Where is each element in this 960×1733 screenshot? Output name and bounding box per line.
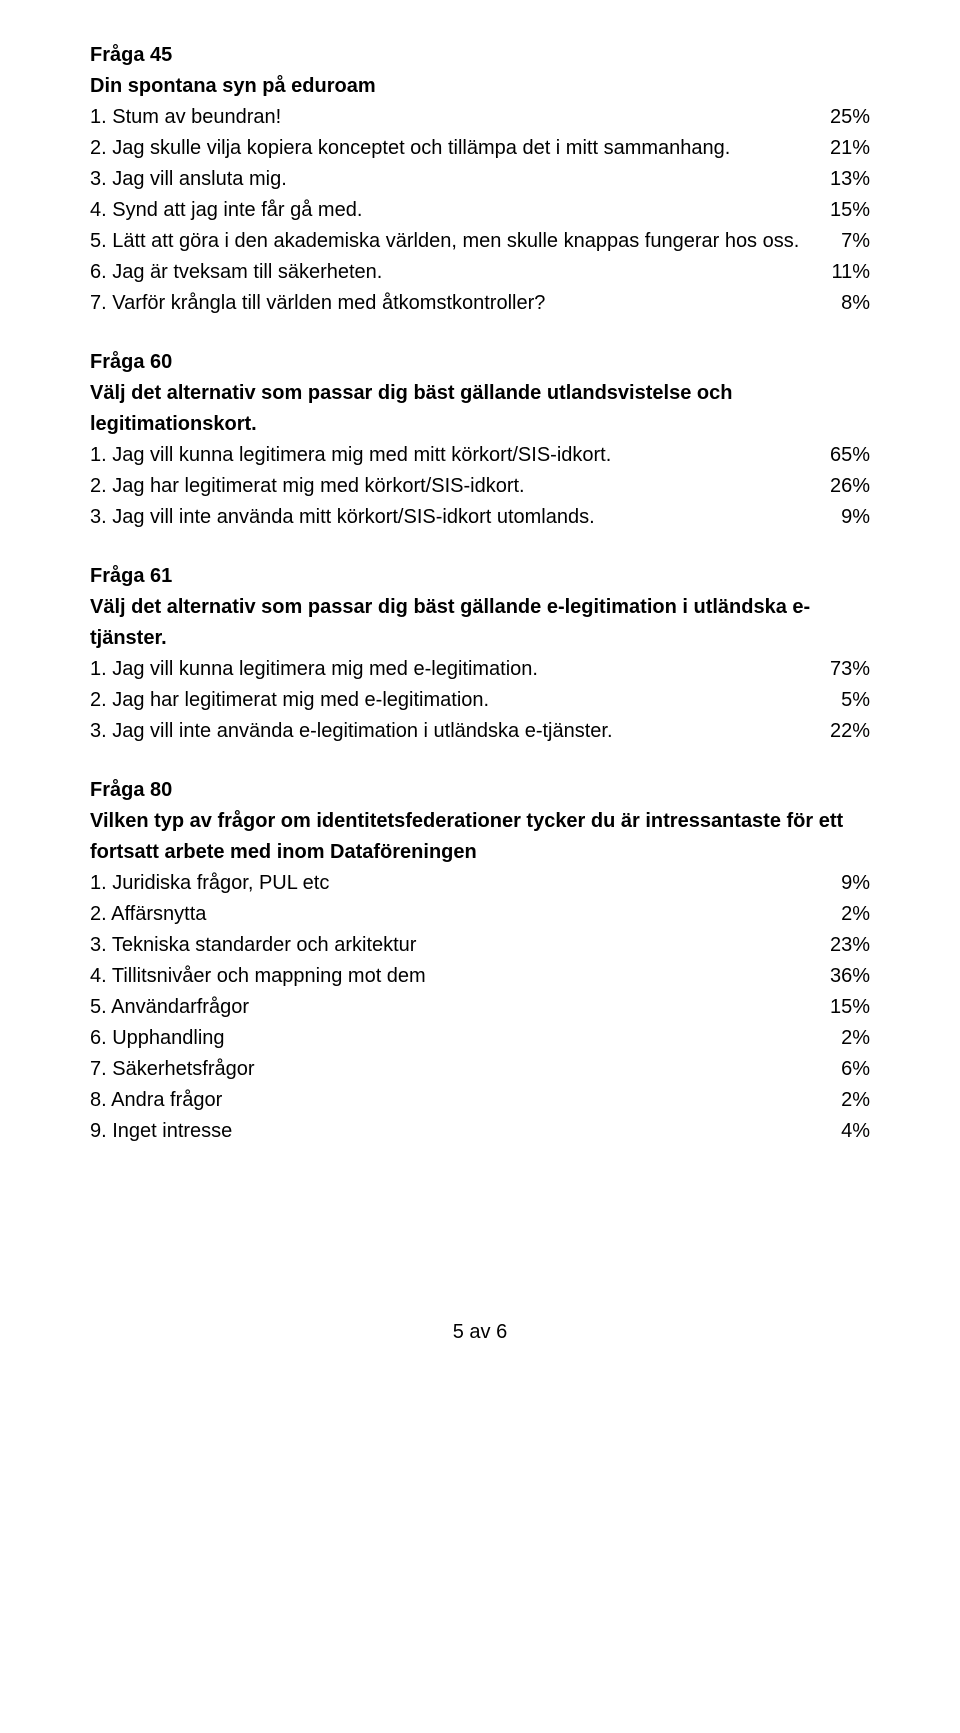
answer-value: 2% (841, 1085, 870, 1116)
question-61: Fråga 61 Välj det alternativ som passar … (90, 561, 870, 747)
question-45: Fråga 45 Din spontana syn på eduroam 1. … (90, 40, 870, 319)
answer-value: 65% (830, 440, 870, 471)
answer-label: 4. Synd att jag inte får gå med. (90, 195, 830, 226)
answer-row: 2. Affärsnytta 2% (90, 899, 870, 930)
answer-row: 6. Upphandling 2% (90, 1023, 870, 1054)
document-page: Fråga 45 Din spontana syn på eduroam 1. … (0, 0, 960, 1388)
answer-row: 8. Andra frågor 2% (90, 1085, 870, 1116)
answer-row: 4. Tillitsnivåer och mappning mot dem 36… (90, 961, 870, 992)
answer-row: 1. Jag vill kunna legitimera mig med mit… (90, 440, 870, 471)
answer-label: 1. Juridiska frågor, PUL etc (90, 868, 841, 899)
answer-row: 5. Användarfrågor 15% (90, 992, 870, 1023)
page-footer: 5 av 6 (90, 1317, 870, 1348)
answer-value: 13% (830, 164, 870, 195)
answer-row: 7. Varför krångla till världen med åtkom… (90, 288, 870, 319)
question-title: Din spontana syn på eduroam (90, 71, 870, 102)
answer-label: 2. Jag har legitimerat mig med körkort/S… (90, 471, 830, 502)
answer-label: 5. Användarfrågor (90, 992, 830, 1023)
answer-label: 1. Jag vill kunna legitimera mig med e-l… (90, 654, 830, 685)
answer-value: 73% (830, 654, 870, 685)
answer-value: 36% (830, 961, 870, 992)
answer-value: 25% (830, 102, 870, 133)
answer-value: 15% (830, 195, 870, 226)
answer-row: 3. Jag vill inte använda e-legitimation … (90, 716, 870, 747)
answer-row: 2. Jag har legitimerat mig med e-legitim… (90, 685, 870, 716)
question-80: Fråga 80 Vilken typ av frågor om identit… (90, 775, 870, 1147)
answer-label: 7. Varför krångla till världen med åtkom… (90, 288, 841, 319)
answer-row: 6. Jag är tveksam till säkerheten. 11% (90, 257, 870, 288)
answer-row: 5. Lätt att göra i den akademiska världe… (90, 226, 870, 257)
answer-value: 4% (841, 1116, 870, 1147)
question-number: Fråga 45 (90, 40, 870, 71)
answer-value: 11% (831, 257, 870, 288)
answer-row: 1. Stum av beundran! 25% (90, 102, 870, 133)
answer-label: 4. Tillitsnivåer och mappning mot dem (90, 961, 830, 992)
answer-label: 7. Säkerhetsfrågor (90, 1054, 841, 1085)
answer-label: 2. Jag skulle vilja kopiera konceptet oc… (90, 133, 830, 164)
answer-row: 9. Inget intresse 4% (90, 1116, 870, 1147)
question-60: Fråga 60 Välj det alternativ som passar … (90, 347, 870, 533)
answer-value: 5% (841, 685, 870, 716)
answer-value: 21% (830, 133, 870, 164)
answer-row: 3. Tekniska standarder och arkitektur 23… (90, 930, 870, 961)
answer-label: 1. Jag vill kunna legitimera mig med mit… (90, 440, 830, 471)
answer-value: 22% (830, 716, 870, 747)
answer-label: 3. Jag vill inte använda e-legitimation … (90, 716, 830, 747)
answer-label: 6. Upphandling (90, 1023, 841, 1054)
answer-value: 2% (841, 1023, 870, 1054)
question-title: Välj det alternativ som passar dig bäst … (90, 378, 870, 440)
answer-label: 2. Jag har legitimerat mig med e-legitim… (90, 685, 841, 716)
answer-row: 2. Jag har legitimerat mig med körkort/S… (90, 471, 870, 502)
answer-row: 3. Jag vill inte använda mitt körkort/SI… (90, 502, 870, 533)
answer-row: 2. Jag skulle vilja kopiera konceptet oc… (90, 133, 870, 164)
answer-value: 9% (841, 868, 870, 899)
answer-label: 1. Stum av beundran! (90, 102, 830, 133)
answer-value: 8% (841, 288, 870, 319)
question-number: Fråga 61 (90, 561, 870, 592)
answer-label: 3. Jag vill ansluta mig. (90, 164, 830, 195)
question-title: Vilken typ av frågor om identitetsfedera… (90, 806, 870, 868)
answer-value: 6% (841, 1054, 870, 1085)
answer-value: 7% (841, 226, 870, 257)
answer-row: 3. Jag vill ansluta mig. 13% (90, 164, 870, 195)
answer-value: 9% (841, 502, 870, 533)
answer-value: 26% (830, 471, 870, 502)
answer-row: 4. Synd att jag inte får gå med. 15% (90, 195, 870, 226)
answer-row: 1. Jag vill kunna legitimera mig med e-l… (90, 654, 870, 685)
answer-label: 2. Affärsnytta (90, 899, 841, 930)
answer-label: 6. Jag är tveksam till säkerheten. (90, 257, 831, 288)
answer-value: 2% (841, 899, 870, 930)
question-number: Fråga 80 (90, 775, 870, 806)
answer-label: 9. Inget intresse (90, 1116, 841, 1147)
answer-row: 7. Säkerhetsfrågor 6% (90, 1054, 870, 1085)
answer-label: 3. Jag vill inte använda mitt körkort/SI… (90, 502, 841, 533)
question-title: Välj det alternativ som passar dig bäst … (90, 592, 870, 654)
answer-value: 23% (830, 930, 870, 961)
answer-label: 5. Lätt att göra i den akademiska världe… (90, 226, 841, 257)
answer-row: 1. Juridiska frågor, PUL etc 9% (90, 868, 870, 899)
answer-label: 8. Andra frågor (90, 1085, 841, 1116)
question-number: Fråga 60 (90, 347, 870, 378)
answer-value: 15% (830, 992, 870, 1023)
answer-label: 3. Tekniska standarder och arkitektur (90, 930, 830, 961)
